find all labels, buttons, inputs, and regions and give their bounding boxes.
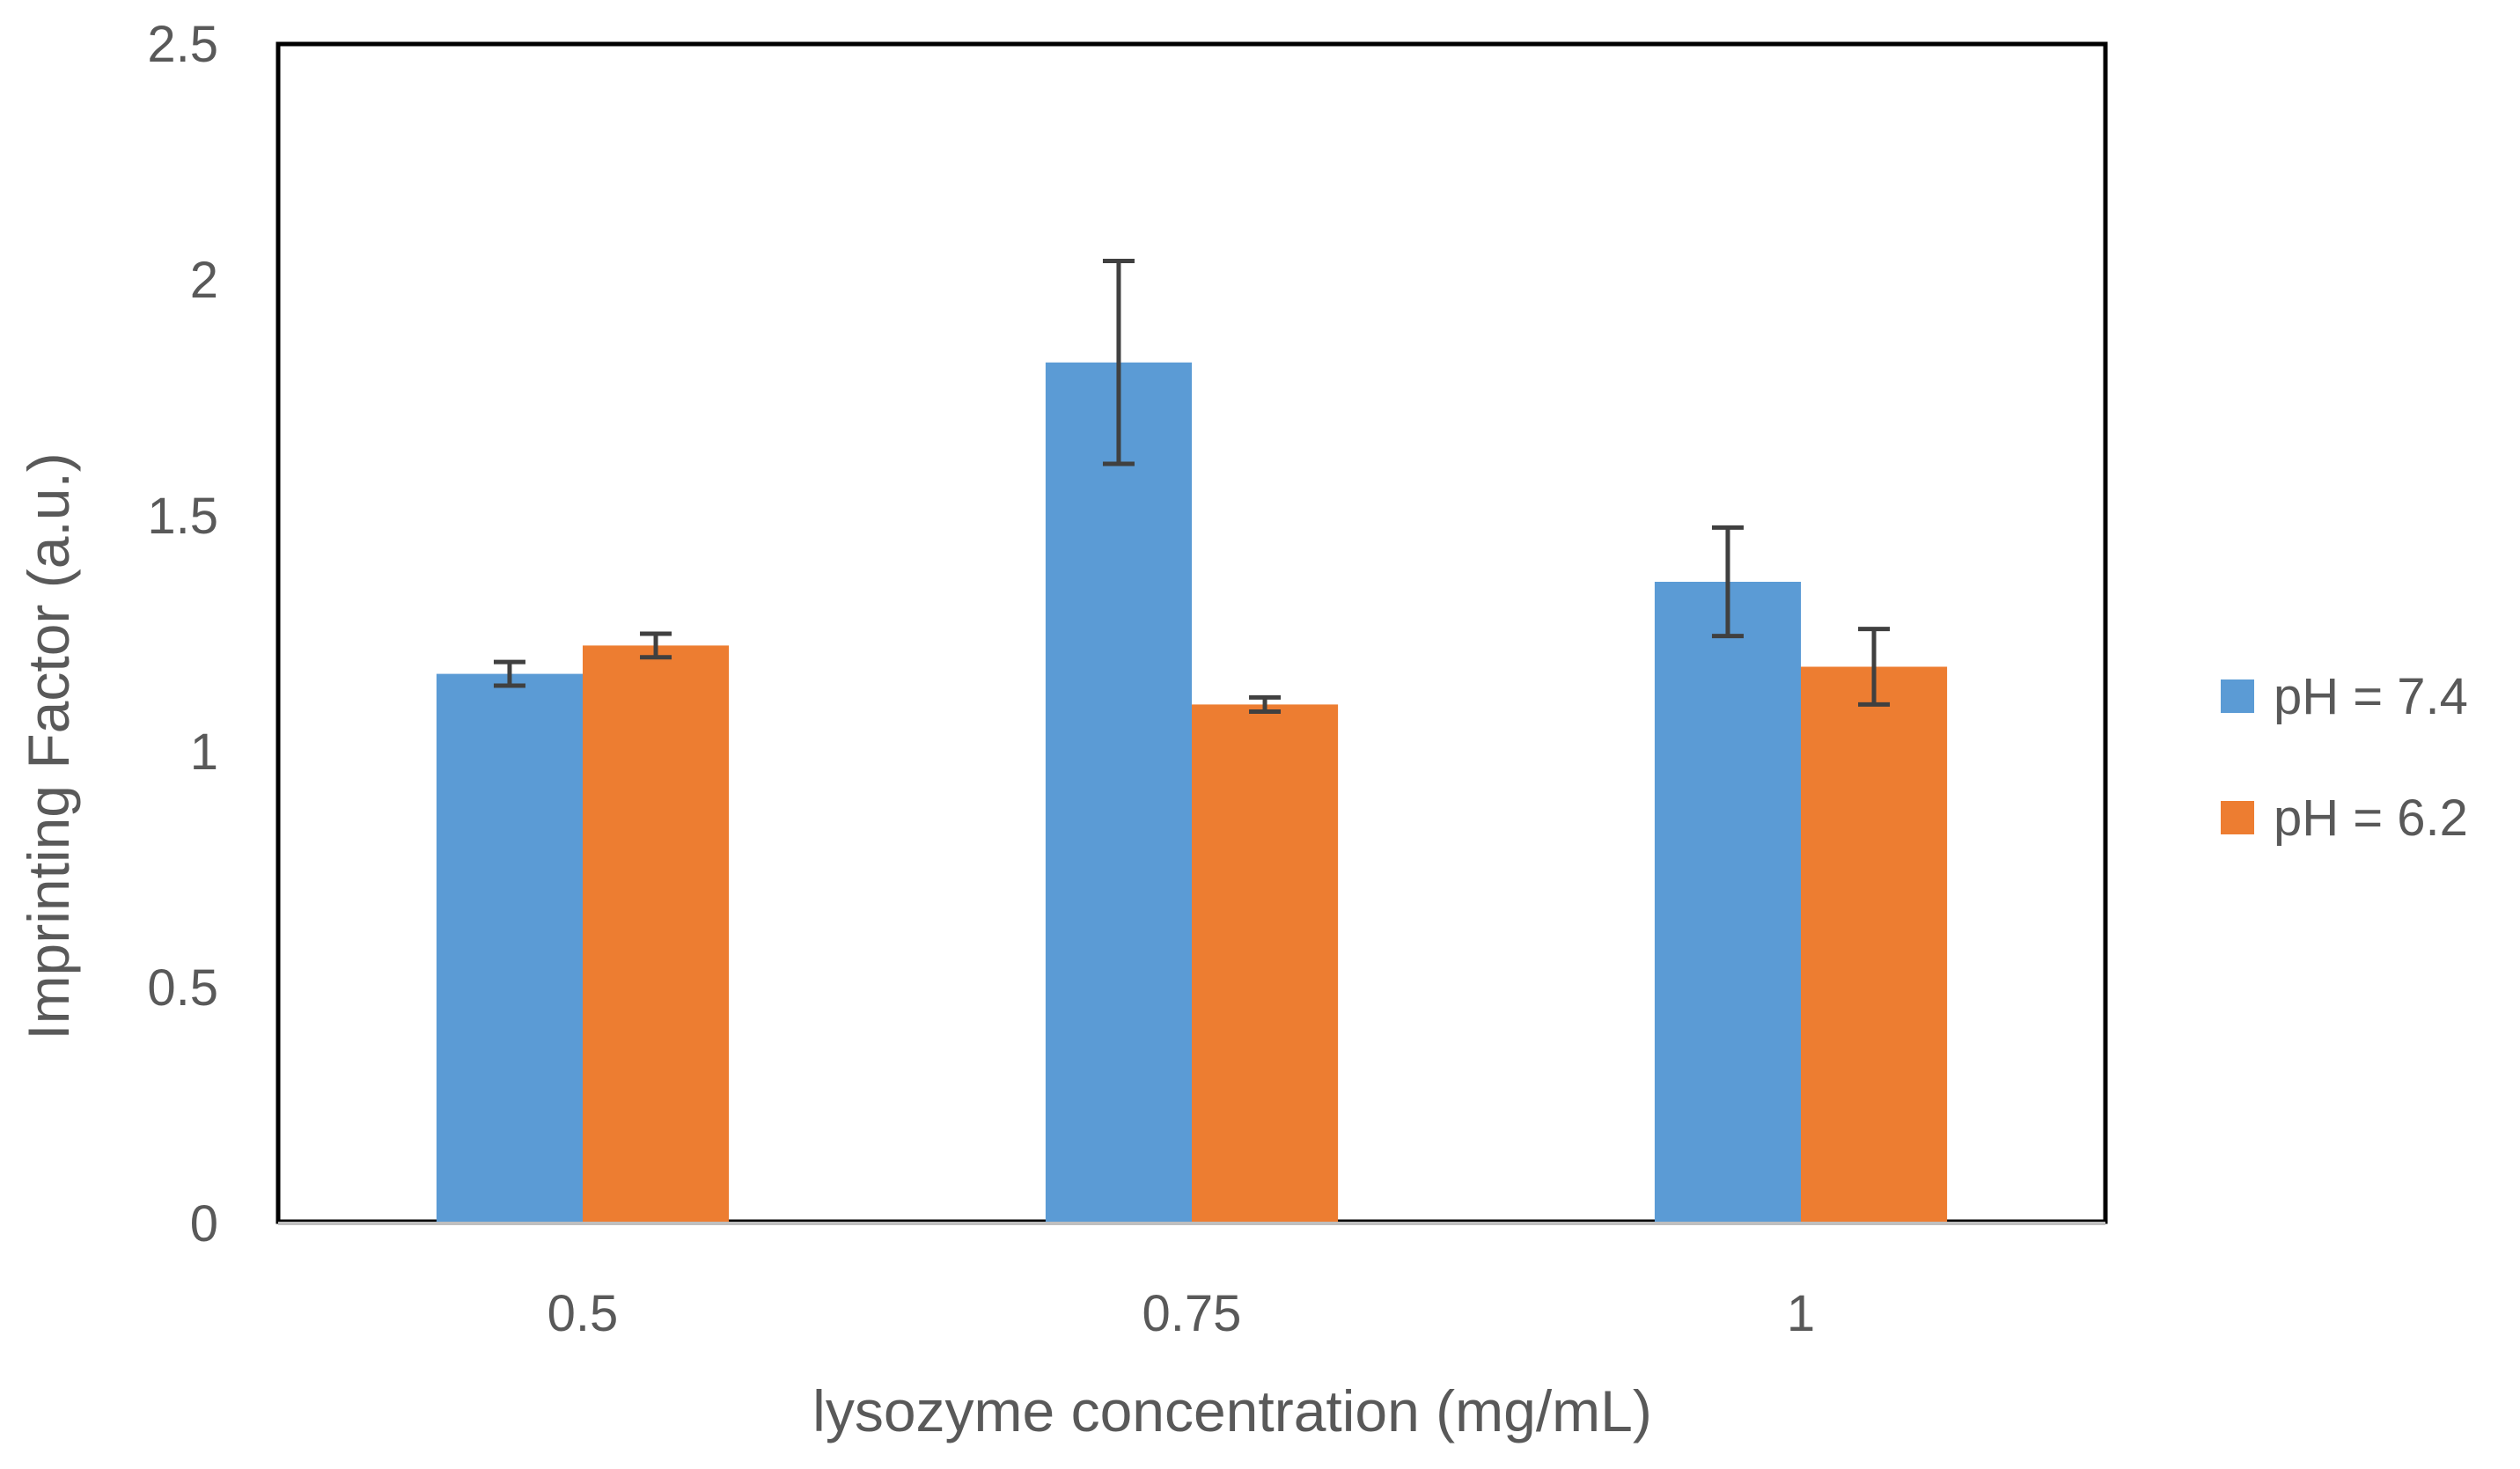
legend: pH = 7.4 pH = 6.2 [2221, 668, 2468, 847]
bar [583, 645, 730, 1223]
y-tick-label: 1.5 [147, 488, 218, 545]
error-bars-group [493, 259, 1891, 714]
y-tick-label: 0 [190, 1195, 218, 1252]
bar [1045, 362, 1192, 1223]
y-axis-ticks: 0 0.5 1 1.5 2 2.5 [147, 16, 218, 1252]
bar [436, 673, 583, 1223]
y-tick-label: 0.5 [147, 959, 218, 1017]
y-tick-label: 1 [190, 723, 218, 781]
legend-swatch [2221, 679, 2254, 713]
bar [1654, 582, 1801, 1223]
legend-label: pH = 6.2 [2274, 790, 2468, 847]
x-tick-label: 1 [1787, 1285, 1815, 1342]
y-axis-title: Imprinting Factor (a.u.) [16, 452, 81, 1040]
legend-label: pH = 7.4 [2274, 668, 2468, 725]
bar [1192, 704, 1339, 1223]
x-axis-title: lysozyme concentration (mg/mL) [812, 1378, 1652, 1443]
legend-swatch [2221, 801, 2254, 834]
y-tick-label: 2 [190, 252, 218, 309]
y-tick-label: 2.5 [147, 16, 218, 73]
x-tick-label: 0.75 [1142, 1285, 1242, 1342]
bar [1801, 666, 1948, 1223]
x-axis-tick-labels: 0.5 0.75 1 [547, 1285, 1815, 1342]
x-tick-label: 0.5 [547, 1285, 619, 1342]
bars-group [436, 362, 1948, 1223]
